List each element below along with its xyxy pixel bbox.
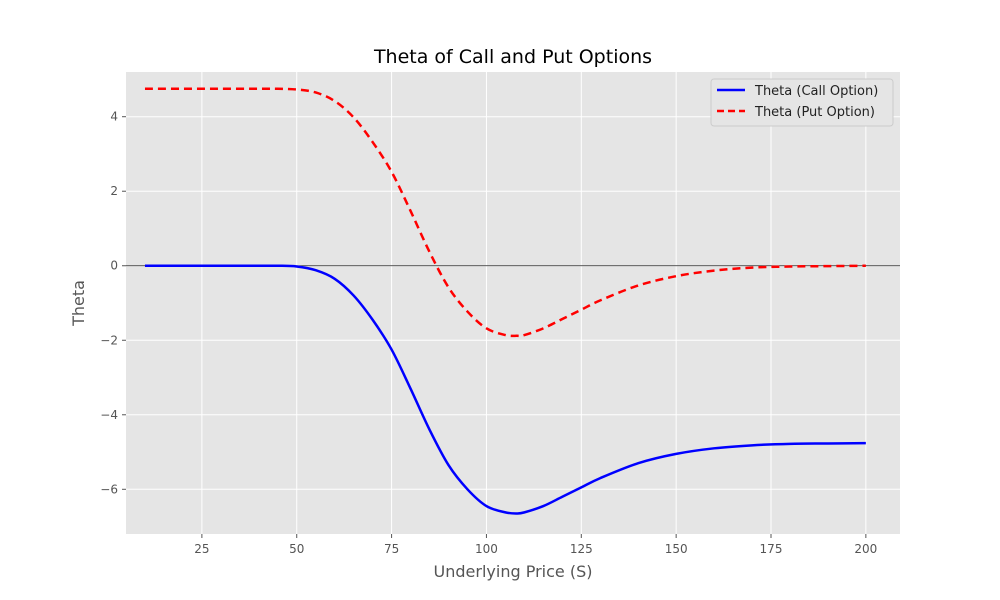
legend-call-label: Theta (Call Option)	[754, 84, 878, 99]
x-tick-label: 25	[194, 542, 209, 556]
legend-box	[710, 78, 894, 127]
y-tick-label: −6	[100, 482, 118, 496]
x-tick-label: 50	[289, 542, 304, 556]
x-tick-label: 125	[570, 542, 593, 556]
tick-labels: 25 50 75 100 125 150 175 200 −6 −4 −2 0 2 4	[100, 110, 877, 556]
x-tick-label: 100	[475, 542, 498, 556]
legend-put-label: Theta (Put Option)	[754, 105, 875, 120]
y-tick-label: −4	[100, 408, 118, 422]
y-tick-label: −2	[100, 333, 118, 347]
legend: Theta (Call Option) Theta (Put Option)	[710, 78, 894, 127]
series-line-put	[144, 87, 866, 338]
y-axis-label: Theta	[69, 280, 88, 327]
x-axis-label: Underlying Price (S)	[434, 562, 593, 581]
x-tick-label: 200	[854, 542, 877, 556]
x-tick-label: 75	[384, 542, 399, 556]
x-tick-label: 150	[665, 542, 688, 556]
chart-title: Theta of Call and Put Options	[373, 46, 652, 68]
x-tick-label: 175	[760, 542, 783, 556]
y-tick-label: 2	[110, 184, 118, 198]
y-tick-label: 4	[110, 110, 118, 124]
series-line-call	[144, 264, 866, 515]
series-layer	[144, 87, 866, 515]
y-tick-label: 0	[110, 259, 118, 273]
plot-background	[126, 72, 900, 534]
